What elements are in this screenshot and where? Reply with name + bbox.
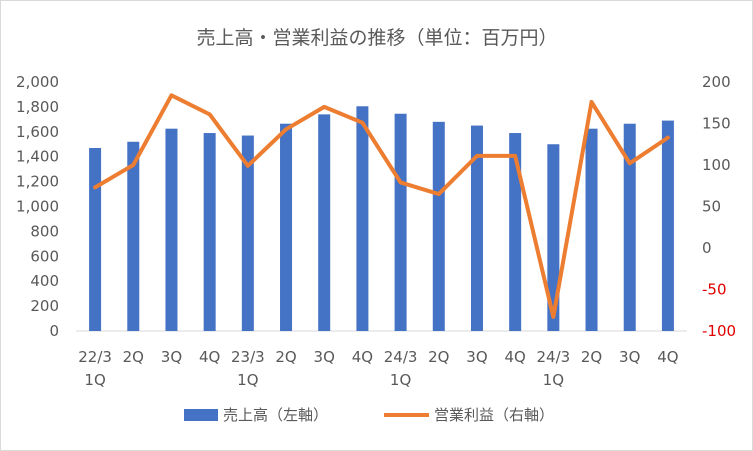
left-tick-label: 200 — [30, 297, 59, 315]
x-tick-label: 1Q — [390, 371, 411, 389]
x-tick-label: 4Q — [504, 348, 525, 366]
bar — [661, 120, 674, 331]
bar — [623, 123, 636, 332]
x-tick-label: 24/3 — [537, 348, 571, 366]
left-tick-label: 0 — [49, 322, 59, 340]
bar — [585, 128, 598, 331]
x-tick-label: 2Q — [581, 348, 602, 366]
x-axis-ticks: 22/3 1Q 2Q 3Q 4Q 23/3 1Q 2Q 3Q 4Q 24/3 1Q 2Q 3Q 4Q 24/3… — [78, 348, 678, 389]
bar — [356, 106, 369, 331]
bar — [432, 121, 445, 331]
x-tick-label: 23/3 — [231, 348, 265, 366]
x-tick-label: 2Q — [428, 348, 449, 366]
left-tick-label: 1,800 — [16, 98, 59, 116]
x-tick-label: 4Q — [657, 348, 678, 366]
bar-series — [89, 106, 674, 332]
left-tick-label: 1,200 — [16, 173, 59, 191]
left-tick-label: 600 — [30, 247, 59, 265]
right-tick-label: 200 — [702, 73, 731, 91]
line-series — [93, 93, 670, 319]
bar — [127, 141, 140, 331]
chart-title: 売上高・営業利益の推移（単位：百万円） — [196, 27, 557, 49]
x-tick-label: 2Q — [123, 348, 144, 366]
left-tick-label: 1,400 — [16, 148, 59, 166]
legend-bar-swatch — [184, 409, 218, 421]
x-tick-label: 1Q — [84, 371, 105, 389]
left-axis-ticks: 2,000 1,800 1,600 1,400 1,200 1,000 800 600 400 2… — [16, 73, 59, 340]
x-tick-label: 1Q — [237, 371, 258, 389]
right-tick-label: -50 — [702, 281, 727, 299]
bar — [509, 133, 522, 331]
legend-bar-label: 売上高（左軸） — [223, 406, 328, 424]
x-tick-label: 3Q — [466, 348, 487, 366]
bar — [394, 113, 407, 331]
bar — [470, 125, 483, 331]
left-tick-label: 400 — [30, 272, 59, 290]
profit-line — [93, 93, 670, 319]
x-tick-label: 4Q — [352, 348, 373, 366]
legend: 売上高（左軸） 営業利益（右軸） — [184, 406, 554, 424]
left-tick-label: 1,000 — [16, 198, 59, 216]
bar — [280, 123, 293, 332]
bar — [165, 128, 178, 331]
legend-line-label: 営業利益（右軸） — [434, 406, 554, 424]
right-tick-label: 0 — [702, 239, 712, 257]
bar — [241, 135, 254, 331]
right-tick-label: 50 — [702, 198, 721, 216]
x-tick-label: 24/3 — [384, 348, 418, 366]
bar — [203, 133, 216, 331]
x-tick-label: 3Q — [161, 348, 182, 366]
right-tick-label: 100 — [702, 156, 731, 174]
x-tick-label: 4Q — [199, 348, 220, 366]
right-tick-label: -100 — [702, 322, 736, 340]
x-tick-label: 3Q — [314, 348, 335, 366]
left-tick-label: 2,000 — [16, 73, 59, 91]
left-tick-label: 1,600 — [16, 123, 59, 141]
bar — [318, 114, 331, 332]
right-axis-ticks: 200 150 100 50 0 -50 -100 — [702, 73, 736, 340]
right-tick-label: 150 — [702, 115, 731, 133]
x-tick-label: 22/3 — [78, 348, 112, 366]
bar — [547, 144, 560, 331]
x-tick-label: 1Q — [543, 371, 564, 389]
x-tick-label: 2Q — [275, 348, 296, 366]
left-tick-label: 800 — [30, 222, 59, 240]
bar — [89, 147, 102, 331]
x-tick-label: 3Q — [619, 348, 640, 366]
